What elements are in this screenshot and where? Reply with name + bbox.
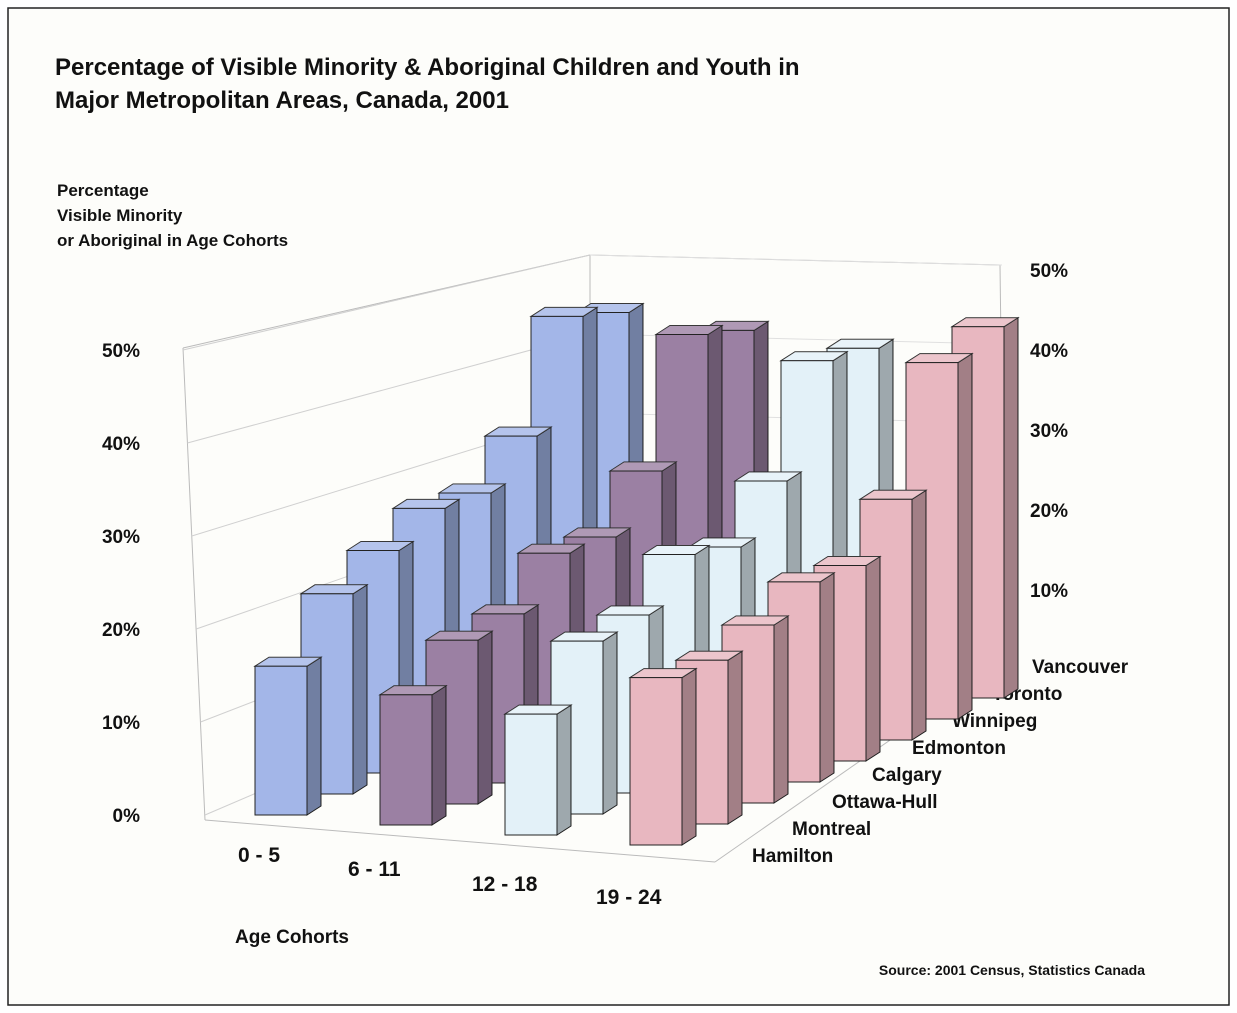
x-tick-label: 12 - 18: [472, 873, 538, 896]
depth-label: Hamilton: [752, 846, 833, 867]
y2-tick-label: 20%: [1030, 501, 1068, 522]
bar-top-light: [676, 651, 742, 661]
bar-top-light: [860, 490, 926, 500]
bar-top-light: [393, 499, 459, 509]
x-tick-label: 6 - 11: [348, 858, 401, 881]
y-tick-label: 50%: [102, 341, 140, 362]
depth-label: Vancouver: [1032, 657, 1129, 678]
bar-side-shade: [478, 631, 492, 804]
y-tick-label: 40%: [102, 434, 140, 455]
bar-top-light: [643, 545, 709, 555]
y2-tick-label: 40%: [1030, 341, 1068, 362]
grid-line: [589, 254, 1003, 266]
wall-edge: [182, 347, 206, 821]
bar-top-light: [630, 668, 696, 678]
floor-edge: [204, 819, 716, 863]
bar-top-light: [485, 427, 551, 437]
y2-tick-label: 50%: [1030, 261, 1068, 282]
bar-top-light: [689, 538, 755, 547]
x-axis-label: Age Cohorts: [235, 927, 349, 948]
y-tick-label: 30%: [102, 527, 140, 548]
bar-side-shade: [958, 353, 972, 719]
depth-label: Edmonton: [912, 738, 1006, 759]
bar: [254, 665, 308, 816]
bar-top-light: [656, 325, 722, 335]
bar-top-light: [564, 528, 630, 537]
bar-top-light: [551, 632, 617, 642]
bar-top-light: [518, 544, 584, 554]
bar-top-light: [906, 353, 972, 363]
bar-top-light: [439, 484, 505, 493]
bar-group: [549, 631, 619, 815]
bar-side-shade: [432, 685, 446, 825]
bar-top-light: [735, 472, 801, 481]
source: Source: 2001 Census, Statistics Canada: [879, 962, 1145, 978]
grid-line: [182, 254, 591, 351]
bar-top-light: [814, 556, 880, 566]
bar-side-shade: [866, 556, 880, 761]
bar-side-shade: [774, 616, 788, 803]
y-tick-label: 0%: [113, 806, 141, 827]
bar-side-shade: [912, 490, 926, 740]
bar-top-light: [380, 685, 446, 695]
chart-title: Percentage of Visible Minority & Aborigi…: [55, 54, 800, 81]
y-axis-label: Visible Minority: [57, 206, 183, 225]
bar-side-shade: [682, 668, 696, 845]
bar-side-shade: [1004, 317, 1018, 698]
x-tick-label: 0 - 5: [238, 844, 280, 867]
grid-line: [187, 333, 591, 444]
bar-top-light: [426, 631, 492, 641]
y-tick-label: 10%: [102, 713, 140, 734]
bar-top-light: [301, 584, 367, 594]
y2-tick-label: 10%: [1030, 581, 1068, 602]
bar-side-shade: [307, 657, 321, 815]
depth-label: Montreal: [792, 819, 871, 840]
y-tick-label: 20%: [102, 620, 140, 641]
y-axis-label: Percentage: [57, 181, 149, 200]
bar-top-light: [781, 351, 847, 361]
chart-title: Major Metropolitan Areas, Canada, 2001: [55, 87, 509, 114]
bar-side-shade: [820, 572, 834, 782]
bar-top-light: [610, 462, 676, 471]
y2-tick-label: 30%: [1030, 421, 1068, 442]
bar: [379, 694, 433, 826]
bar: [629, 677, 683, 846]
bar-top-light: [952, 317, 1018, 327]
bar-top-light: [531, 307, 597, 317]
bar-top-light: [768, 572, 834, 582]
bar-top-light: [505, 705, 571, 715]
y-axis-label: or Aboriginal in Age Cohorts: [57, 231, 288, 250]
bar-side-shade: [353, 584, 367, 794]
x-tick-label: 19 - 24: [596, 886, 662, 909]
bar: [504, 713, 558, 836]
bar-group: [253, 656, 323, 816]
bar-side-shade: [603, 632, 617, 814]
depth-label: Ottawa-Hull: [832, 792, 938, 813]
depth-label: Calgary: [872, 765, 942, 786]
bar-top-light: [722, 616, 788, 625]
bar-side-shade: [728, 651, 742, 824]
bar-top-light: [255, 657, 321, 667]
bar-group: [628, 667, 698, 846]
bar-side-shade: [557, 705, 571, 835]
bar-group: [378, 684, 448, 826]
bar-group: [503, 704, 573, 836]
depth-label: Winnipeg: [952, 711, 1037, 732]
bar-top-light: [347, 541, 413, 551]
bar-top-light: [827, 339, 893, 349]
bar-top-light: [597, 606, 663, 615]
bar-top-light: [472, 604, 538, 614]
